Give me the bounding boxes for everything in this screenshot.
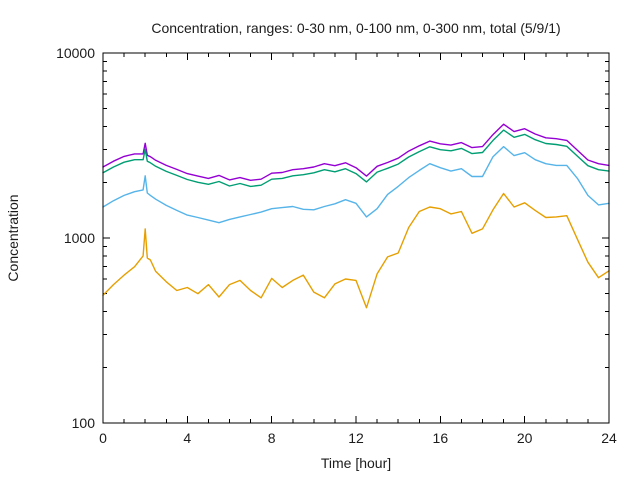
x-tick-label: 8 (268, 430, 276, 446)
y-tick-label: 1000 (64, 230, 95, 246)
x-tick-label: 12 (348, 430, 364, 446)
x-tick-label: 4 (183, 430, 191, 446)
chart-title: Concentration, ranges: 0-30 nm, 0-100 nm… (151, 20, 560, 36)
y-tick-label: 10000 (56, 45, 95, 61)
y-tick-label: 100 (72, 415, 96, 431)
x-tick-label: 0 (99, 430, 107, 446)
series-line-total (102, 123, 610, 182)
y-axis-label: Concentration (5, 194, 21, 281)
series-line-0-100-nm (102, 145, 610, 224)
series-lines (102, 123, 610, 309)
x-tick-label: 16 (433, 430, 449, 446)
tick-marks (102, 52, 610, 424)
plot-border (102, 52, 610, 424)
series-line-0-300-nm (102, 129, 610, 188)
x-tick-label: 24 (601, 430, 617, 446)
series-line-0-30-nm (102, 192, 610, 309)
x-axis-label: Time [hour] (321, 455, 391, 471)
x-tick-label: 20 (517, 430, 533, 446)
tick-labels: 0 4 8 12 16 20 24 100 1000 10000 (56, 45, 617, 446)
